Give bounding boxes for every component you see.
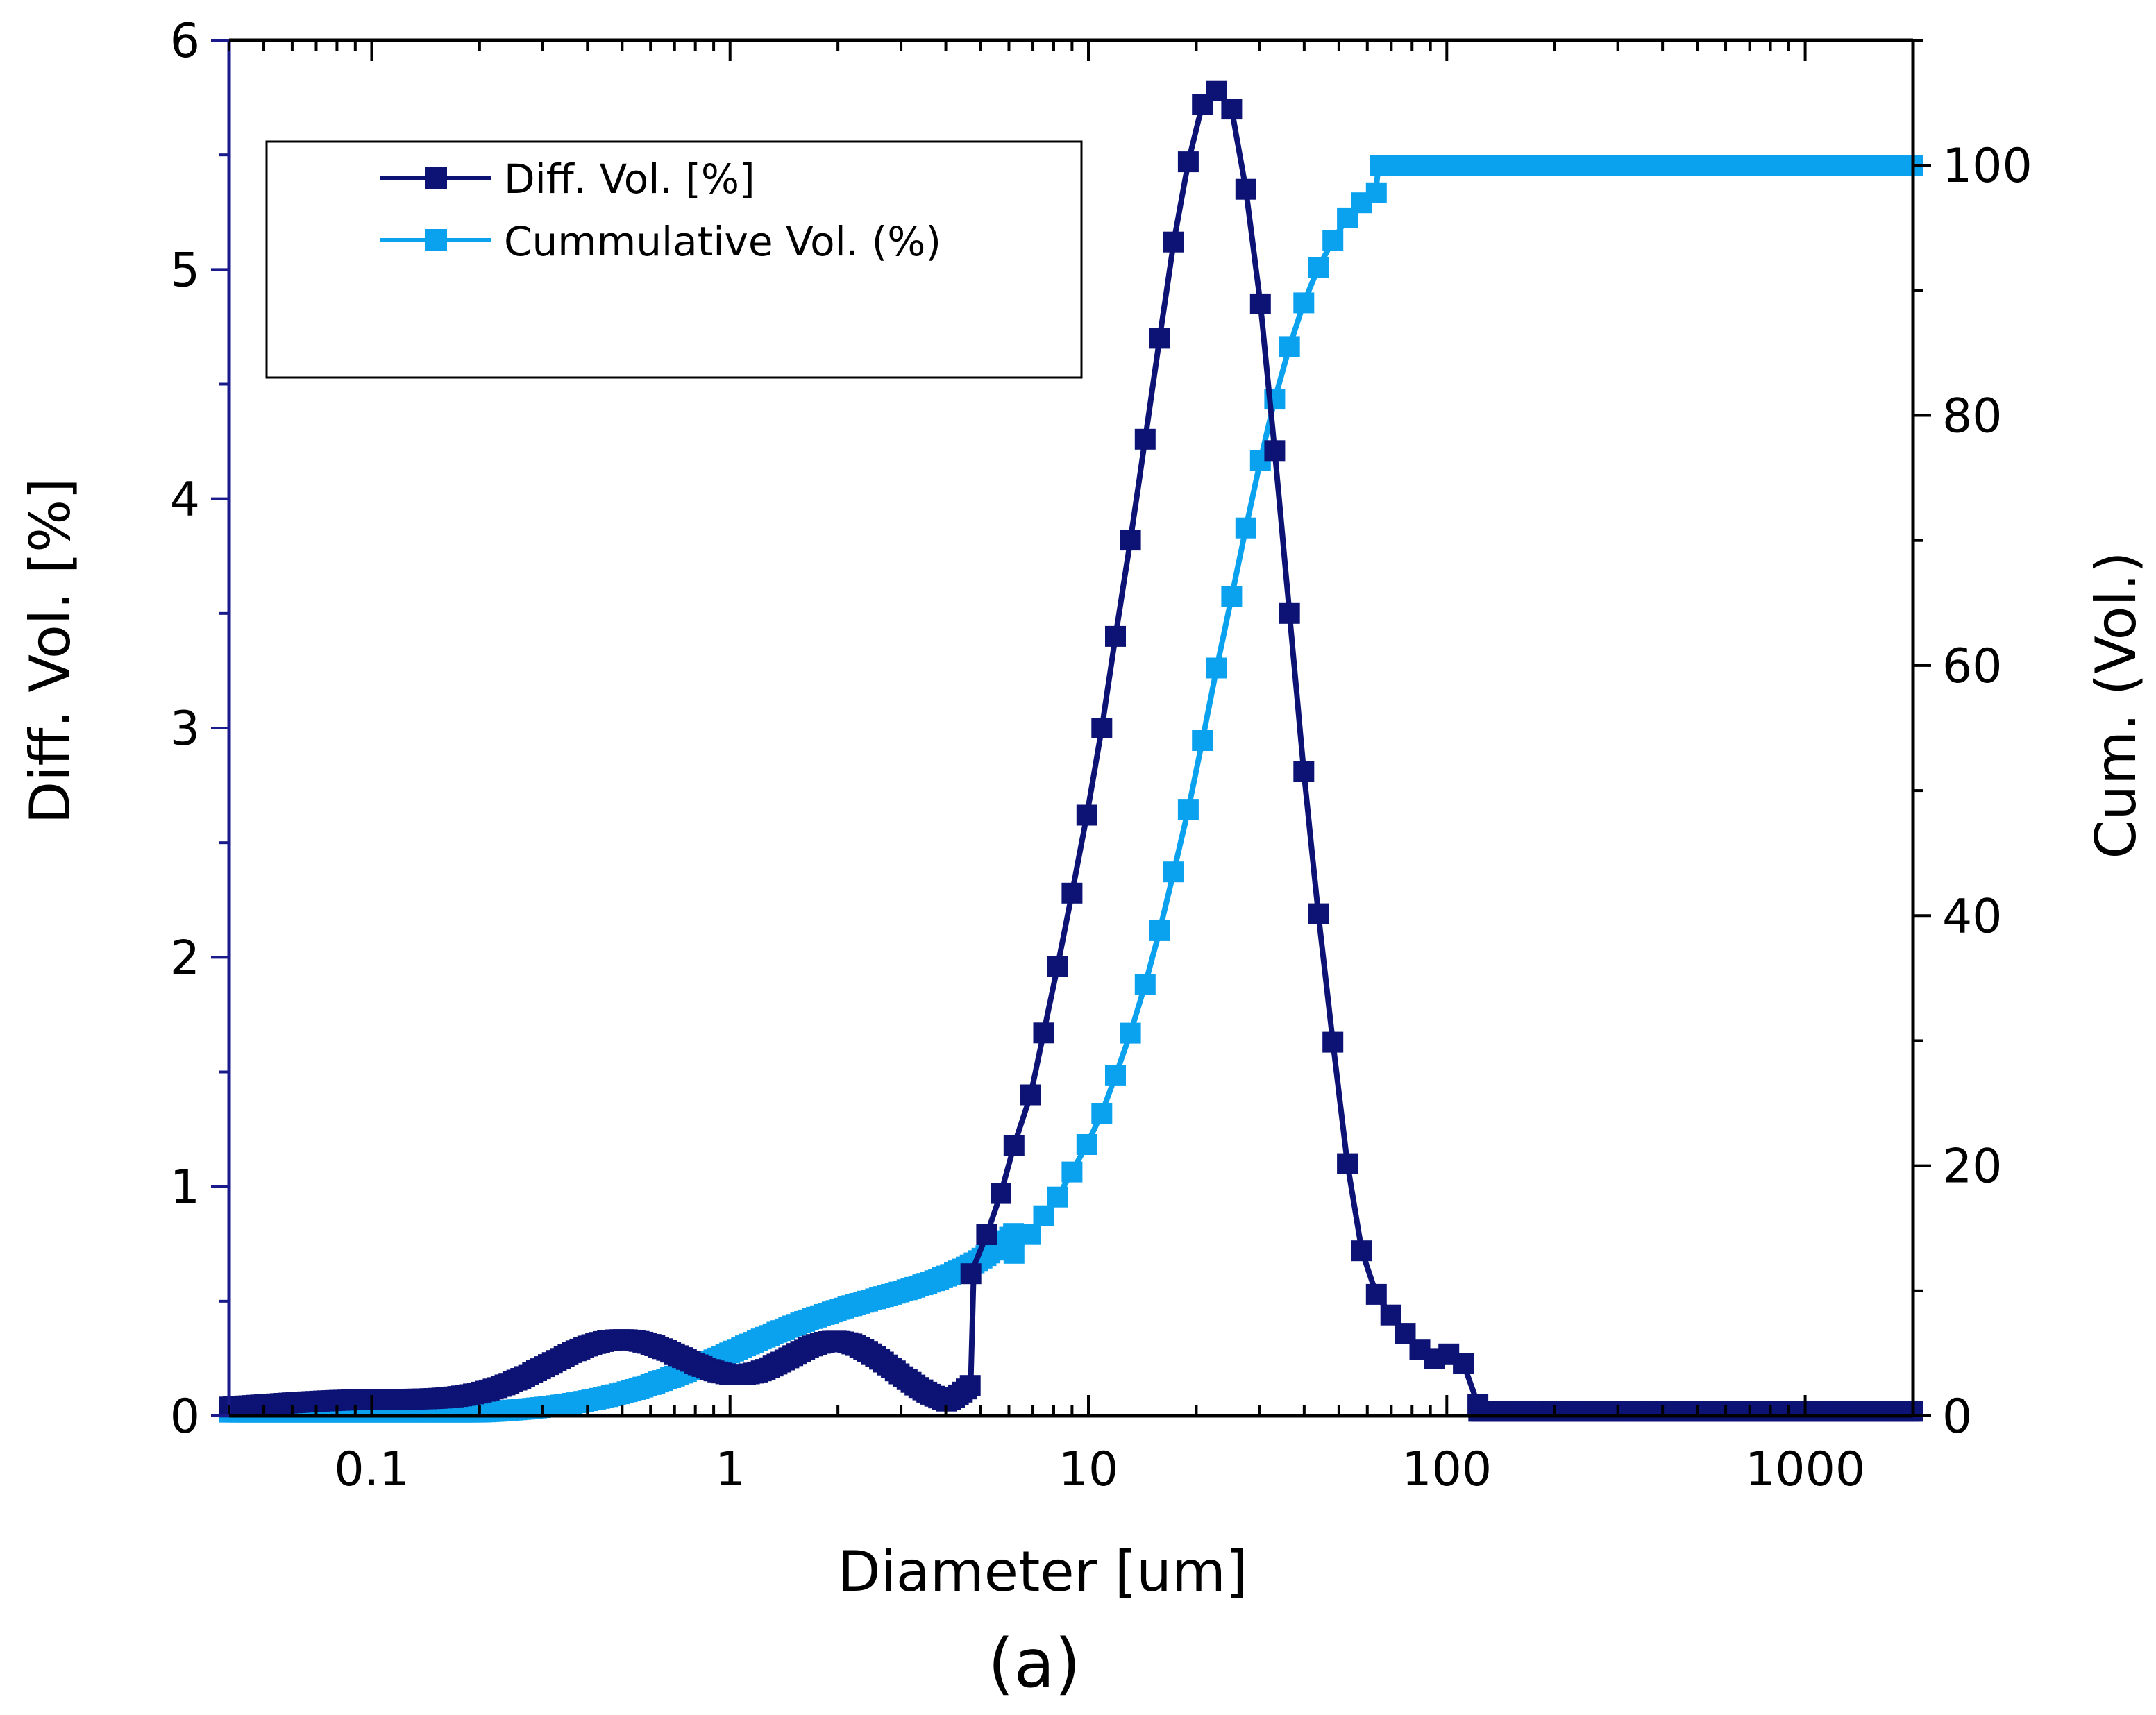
cum-point — [1003, 1242, 1025, 1264]
cum-point — [1192, 730, 1213, 751]
y-left-tick-label: 5 — [170, 243, 200, 298]
cum-point — [1293, 292, 1315, 314]
cum-point — [1149, 920, 1170, 941]
y-left-axis-title: Diff. Vol. [%] — [18, 478, 83, 825]
y-right-axis-title: Cum. (Vol.) — [2084, 552, 2148, 859]
diff-point — [1033, 1022, 1054, 1044]
legend: Diff. Vol. [%] Cummulative Vol. (%) — [265, 140, 1083, 379]
diff-point — [1163, 231, 1184, 253]
cum-point — [1221, 586, 1243, 607]
diff-point — [1221, 99, 1243, 120]
diff-point — [1003, 1135, 1025, 1156]
y-left-tick-label: 0 — [170, 1389, 200, 1444]
cum-point — [1120, 1022, 1141, 1044]
diff-point — [1308, 903, 1329, 924]
diff-point — [1279, 602, 1300, 624]
legend-box — [265, 140, 1083, 379]
cum-point — [1076, 1134, 1097, 1155]
x-tick-label: 0.1 — [334, 1442, 409, 1497]
cum-point — [1033, 1205, 1054, 1226]
diff-point — [1061, 882, 1083, 904]
y-right-tick-label: 40 — [1942, 889, 2003, 944]
x-tick-label: 1 — [715, 1442, 745, 1497]
x-tick-label: 10 — [1059, 1442, 1119, 1497]
cum-point — [1279, 336, 1300, 357]
diff-point — [960, 1263, 982, 1285]
y-left-tick-label: 6 — [170, 14, 200, 69]
diff-point — [1206, 80, 1227, 101]
cum-point — [1091, 1103, 1113, 1124]
diff-point — [1120, 530, 1141, 551]
panel-label: (a) — [988, 1625, 1081, 1703]
legend-label-diff: Diff. Vol. [%] — [504, 155, 755, 203]
cum-point — [1020, 1224, 1041, 1245]
diff-markers — [219, 80, 1923, 1422]
cum-point — [1177, 799, 1199, 820]
legend-label-cum: Cummulative Vol. (%) — [504, 218, 941, 265]
cum-markers — [219, 155, 1923, 1423]
diff-point — [991, 1183, 1011, 1204]
diff-point — [1091, 718, 1113, 738]
diff-point — [1134, 428, 1156, 450]
cum-point — [1206, 657, 1227, 679]
cum-point — [1308, 257, 1329, 278]
cum-point — [1061, 1161, 1083, 1183]
legend-marker-diff — [425, 167, 447, 189]
cum-point — [1322, 230, 1344, 251]
diff-point — [1453, 1353, 1474, 1374]
diff-point — [1322, 1031, 1344, 1053]
y-left-tick-label: 2 — [170, 931, 200, 986]
diff-point — [976, 1224, 997, 1245]
diff-point — [1177, 151, 1199, 173]
y-right-tick-label: 80 — [1942, 389, 2003, 444]
diff-point — [1235, 178, 1256, 200]
diff-marker — [959, 1375, 981, 1396]
diff-point — [1380, 1304, 1401, 1326]
cum-point — [1105, 1065, 1126, 1086]
legend-marker-cum — [425, 229, 447, 251]
x-tick-label: 100 — [1401, 1442, 1492, 1497]
y-left-tick-label: 1 — [170, 1160, 200, 1215]
cum-point — [1047, 1186, 1068, 1208]
cum-point — [1163, 861, 1184, 883]
diff-point — [1020, 1084, 1041, 1106]
y-right-tick-label: 0 — [1942, 1389, 1972, 1444]
diff-point — [1467, 1394, 1489, 1415]
y-right-tick-label: 60 — [1942, 639, 2003, 694]
x-axis-title: Diameter [um] — [838, 1539, 1247, 1604]
x-tick-label: 1000 — [1745, 1442, 1865, 1497]
diff-point — [1249, 293, 1271, 314]
diff-point — [1047, 956, 1068, 977]
diff-point — [1365, 1283, 1387, 1305]
y-left-tick-label: 3 — [170, 702, 200, 757]
cum-point — [1134, 974, 1156, 995]
cum-point — [1235, 517, 1256, 539]
diff-point — [1105, 625, 1126, 647]
y-right-tick-label: 100 — [1942, 139, 2032, 194]
diff-point — [1351, 1240, 1372, 1262]
curves-layer — [219, 80, 1923, 1423]
diff-point — [1076, 804, 1097, 826]
y-right-tick-label: 20 — [1942, 1140, 2003, 1194]
diff-point — [1337, 1153, 1358, 1174]
labels-layer: Diameter [um] Diff. Vol. [%] Cum. (Vol.)… — [18, 478, 2148, 1703]
diff-point — [1264, 440, 1286, 462]
diff-point — [1293, 761, 1315, 782]
cum-point — [1365, 182, 1387, 203]
y-left-tick-label: 4 — [170, 473, 200, 527]
diff-point — [1149, 328, 1170, 349]
